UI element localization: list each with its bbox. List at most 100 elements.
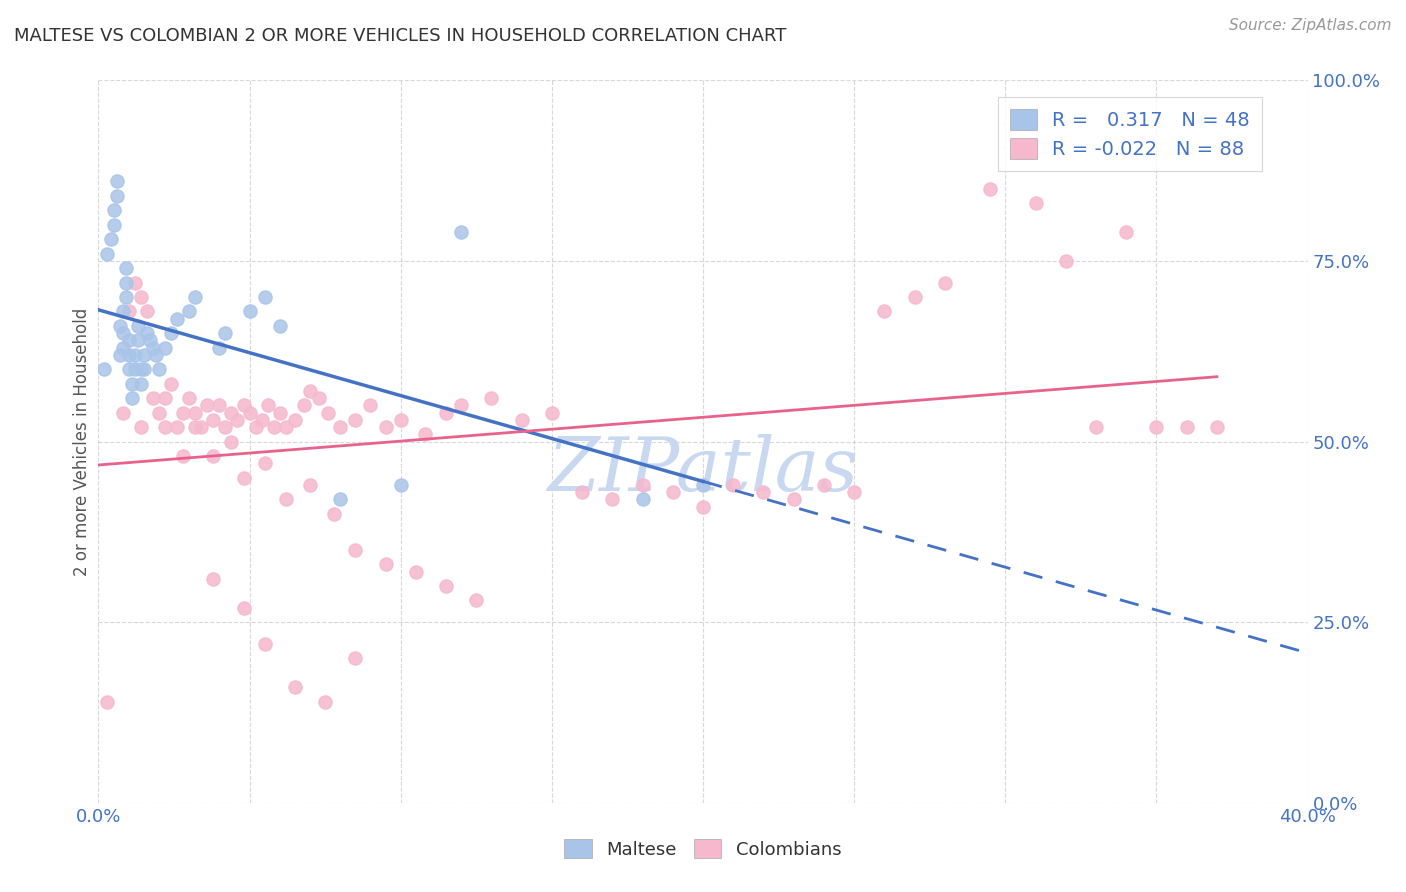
Point — [692, 478, 714, 492]
Point — [96, 246, 118, 260]
Point — [114, 261, 136, 276]
Point — [253, 456, 276, 470]
Point — [148, 362, 170, 376]
Point — [274, 492, 297, 507]
Point — [374, 420, 396, 434]
Point — [124, 276, 146, 290]
Point — [299, 478, 322, 492]
Point — [783, 492, 806, 507]
Point — [631, 478, 654, 492]
Point — [308, 391, 330, 405]
Point — [111, 326, 134, 340]
Point — [481, 391, 503, 405]
Point — [153, 341, 176, 355]
Point — [190, 420, 212, 434]
Point — [103, 218, 125, 232]
Point — [274, 420, 297, 434]
Point — [118, 304, 141, 318]
Point — [166, 311, 188, 326]
Point — [465, 593, 488, 607]
Point — [129, 362, 152, 376]
Point — [148, 406, 170, 420]
Point — [127, 334, 149, 348]
Point — [108, 318, 131, 333]
Point — [245, 420, 267, 434]
Point — [202, 449, 225, 463]
Point — [329, 492, 352, 507]
Point — [692, 500, 714, 514]
Point — [752, 485, 775, 500]
Point — [602, 492, 624, 507]
Point — [374, 558, 396, 572]
Point — [121, 376, 143, 391]
Point — [299, 384, 322, 398]
Point — [105, 174, 128, 188]
Point — [221, 406, 243, 420]
Point — [208, 341, 231, 355]
Point — [139, 334, 162, 348]
Point — [129, 290, 152, 304]
Point — [263, 420, 285, 434]
Point — [129, 376, 152, 391]
Point — [256, 398, 278, 412]
Point — [1085, 420, 1108, 434]
Point — [253, 637, 276, 651]
Y-axis label: 2 or more Vehicles in Household: 2 or more Vehicles in Household — [73, 308, 91, 575]
Point — [160, 326, 183, 340]
Point — [108, 348, 131, 362]
Point — [132, 362, 155, 376]
Point — [269, 406, 291, 420]
Point — [284, 680, 307, 694]
Point — [93, 362, 115, 376]
Point — [105, 189, 128, 203]
Point — [184, 290, 207, 304]
Legend: Maltese, Colombians: Maltese, Colombians — [557, 832, 849, 866]
Point — [269, 318, 291, 333]
Point — [114, 276, 136, 290]
Point — [323, 507, 346, 521]
Point — [179, 391, 201, 405]
Point — [413, 427, 436, 442]
Point — [314, 695, 336, 709]
Point — [873, 304, 896, 318]
Point — [571, 485, 593, 500]
Point — [1115, 225, 1137, 239]
Point — [434, 579, 457, 593]
Point — [450, 225, 472, 239]
Point — [172, 449, 194, 463]
Point — [1144, 420, 1167, 434]
Point — [221, 434, 243, 449]
Point — [118, 362, 141, 376]
Point — [1175, 420, 1198, 434]
Point — [145, 348, 167, 362]
Point — [232, 600, 254, 615]
Point — [202, 572, 225, 586]
Point — [118, 334, 141, 348]
Point — [389, 413, 412, 427]
Point — [226, 413, 249, 427]
Text: Source: ZipAtlas.com: Source: ZipAtlas.com — [1229, 18, 1392, 33]
Point — [232, 398, 254, 412]
Point — [360, 398, 382, 412]
Point — [723, 478, 745, 492]
Point — [118, 348, 141, 362]
Point — [344, 542, 367, 557]
Point — [239, 304, 262, 318]
Point — [1054, 253, 1077, 268]
Point — [292, 398, 315, 412]
Point — [135, 304, 157, 318]
Point — [813, 478, 835, 492]
Point — [250, 413, 273, 427]
Text: ZIPatlas: ZIPatlas — [547, 434, 859, 507]
Point — [129, 420, 152, 434]
Point — [844, 485, 866, 500]
Text: MALTESE VS COLOMBIAN 2 OR MORE VEHICLES IN HOUSEHOLD CORRELATION CHART: MALTESE VS COLOMBIAN 2 OR MORE VEHICLES … — [14, 27, 786, 45]
Point — [103, 203, 125, 218]
Point — [160, 376, 183, 391]
Point — [114, 290, 136, 304]
Point — [172, 406, 194, 420]
Point — [121, 391, 143, 405]
Point — [1206, 420, 1229, 434]
Point — [153, 420, 176, 434]
Point — [142, 341, 165, 355]
